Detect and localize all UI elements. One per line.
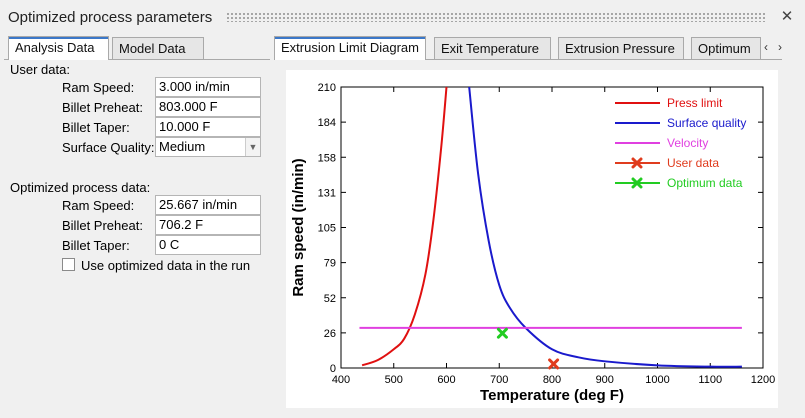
tab-extrusion-pressure[interactable]: Extrusion Pressure — [558, 37, 684, 59]
user-billet-preheat-label: Billet Preheat: — [62, 100, 143, 115]
x-tick-label: 400 — [332, 374, 350, 386]
close-icon[interactable]: ✕ — [780, 8, 794, 25]
user-billet-taper-input[interactable]: 10.000 F — [155, 117, 261, 137]
x-tick-label: 1200 — [751, 374, 775, 386]
y-tick-label: 52 — [324, 293, 336, 305]
x-tick-label: 700 — [490, 374, 508, 386]
x-axis-label: Temperature (deg F) — [480, 387, 624, 404]
drag-grip[interactable] — [226, 12, 766, 22]
y-tick-label: 131 — [318, 187, 336, 199]
plot-area — [340, 86, 764, 369]
y-axis-label: Ram speed (in/min) — [290, 158, 307, 296]
tab-scroll-right-icon[interactable]: › — [778, 40, 782, 54]
tab-analysis-data[interactable]: Analysis Data — [8, 36, 109, 60]
legend-label-user-data: User data — [667, 156, 719, 170]
surface-quality-select[interactable]: Medium ▼ — [155, 137, 261, 157]
use-optimized-label: Use optimized data in the run — [81, 258, 251, 273]
legend-label-surface-quality: Surface quality — [667, 116, 746, 130]
right-tab-strip: Extrusion Limit Diagram Exit Temperature… — [274, 36, 764, 60]
y-tick-label: 0 — [330, 363, 336, 375]
user-billet-preheat-input[interactable]: 803.000 F — [155, 97, 261, 117]
y-tick-label: 26 — [324, 328, 336, 340]
x-tick-label: 900 — [596, 374, 614, 386]
tab-model-data[interactable]: Model Data — [112, 37, 204, 59]
tab-optimum[interactable]: Optimum — [691, 37, 761, 59]
x-tick-label: 800 — [543, 374, 561, 386]
y-tick-label: 210 — [318, 82, 336, 94]
user-ram-speed-input[interactable]: 3.000 in/min — [155, 77, 261, 97]
x-tick-label: 1000 — [645, 374, 669, 386]
point-optimum-data — [496, 327, 508, 339]
title-bar: Optimized process parameters ✕ — [0, 0, 805, 36]
opt-billet-taper-value: 0 C — [155, 235, 261, 255]
user-ram-speed-label: Ram Speed: — [62, 80, 135, 95]
window-title: Optimized process parameters — [8, 9, 213, 26]
right-tab-divider — [274, 59, 782, 60]
tab-extrusion-limit-diagram[interactable]: Extrusion Limit Diagram — [274, 36, 426, 60]
opt-billet-preheat-label: Billet Preheat: — [62, 218, 143, 233]
optimized-data-heading: Optimized process data: — [10, 180, 151, 195]
point-user-data — [548, 358, 560, 370]
legend-label-press-limit: Press limit — [667, 96, 723, 110]
tab-scroll-left-icon[interactable]: ‹ — [764, 40, 768, 54]
opt-billet-preheat-value: 706.2 F — [155, 215, 261, 235]
opt-billet-taper-label: Billet Taper: — [62, 238, 130, 253]
surface-quality-label: Surface Quality: — [62, 140, 155, 155]
tab-exit-temperature[interactable]: Exit Temperature — [434, 37, 551, 59]
legend-label-optimum-data: Optimum data — [667, 176, 743, 190]
left-tab-strip: Analysis Data Model Data — [8, 36, 270, 60]
left-tab-divider — [4, 59, 270, 60]
opt-ram-speed-label: Ram Speed: — [62, 198, 135, 213]
x-tick-label: 1100 — [698, 374, 722, 386]
surface-quality-value: Medium — [159, 139, 206, 154]
y-tick-label: 158 — [318, 152, 336, 164]
legend-marker-user-data — [631, 157, 643, 169]
user-data-heading: User data: — [10, 62, 70, 77]
legend-label-velocity: Velocity — [667, 136, 708, 150]
x-tick-label: 600 — [437, 374, 455, 386]
opt-ram-speed-value: 25.667 in/min — [155, 195, 261, 215]
y-tick-label: 105 — [318, 223, 336, 235]
extrusion-limit-chart: 0 26 52 79 105 131 158 184 210 400 500 600 700 800 900… — [286, 70, 778, 408]
chart-svg: 0 26 52 79 105 131 158 184 210 400 500 600 700 800 900… — [290, 82, 775, 404]
series-press-limit — [361, 86, 448, 367]
y-tick-label: 79 — [324, 258, 336, 270]
y-tick-label: 184 — [318, 117, 336, 129]
use-optimized-checkbox[interactable] — [62, 258, 75, 271]
series-surface-quality — [468, 86, 742, 368]
legend-marker-optimum-data — [631, 177, 643, 189]
x-tick-label: 500 — [385, 374, 403, 386]
chevron-down-icon[interactable]: ▼ — [245, 138, 260, 156]
user-billet-taper-label: Billet Taper: — [62, 120, 130, 135]
